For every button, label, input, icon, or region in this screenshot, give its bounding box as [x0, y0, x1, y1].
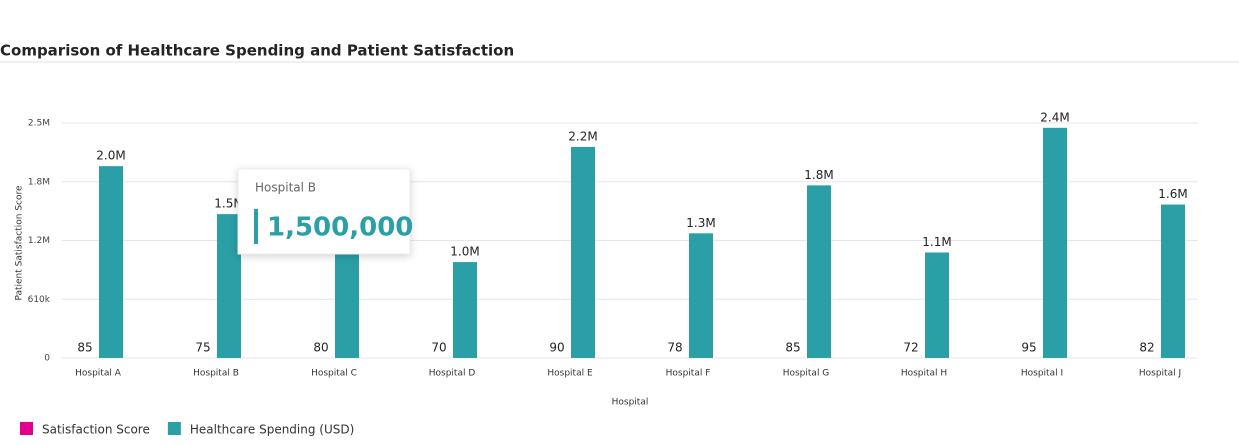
bar	[1043, 127, 1067, 358]
bar	[453, 262, 477, 358]
bar	[1161, 204, 1185, 358]
x-tick-label: Hospital A	[75, 369, 122, 379]
x-tick-label: Hospital C	[311, 369, 357, 379]
legend-swatch	[167, 422, 181, 435]
data-label: 1.8M	[804, 168, 833, 182]
legend-label: Healthcare Spending (USD)	[190, 423, 354, 437]
tooltip: Hospital B 1,500,000	[237, 168, 413, 255]
x-tick-label: Hospital G	[783, 369, 830, 379]
y-tick-label: 1.2M	[28, 236, 50, 246]
plot-area: 0 610k 1.2M 1.8M 2.5M Hospital A 85 2.0M Hospita…	[28, 110, 1198, 379]
legend-label: Satisfaction Score	[42, 423, 150, 437]
data-label: 80	[313, 341, 328, 355]
data-label: 1.6M	[1158, 187, 1187, 201]
data-label: 1.1M	[922, 235, 951, 249]
data-label: 72	[903, 341, 918, 355]
tooltip-title: Hospital B	[255, 181, 316, 195]
x-tick-label: Hospital B	[193, 369, 239, 379]
tooltip-value: 1,500,000	[267, 213, 413, 243]
x-tick-label: Hospital F	[666, 369, 711, 379]
legend: Satisfaction Score Healthcare Spending (U…	[20, 422, 354, 437]
bar	[925, 252, 949, 358]
bar	[571, 146, 595, 358]
data-label: 95	[1021, 341, 1036, 355]
x-tick-label: Hospital D	[429, 369, 476, 379]
bar	[807, 185, 831, 358]
data-label: 1.0M	[450, 245, 479, 259]
data-label: 70	[431, 341, 446, 355]
data-label: 82	[1139, 341, 1154, 355]
bar	[689, 233, 713, 358]
bar	[99, 166, 123, 358]
tooltip-accent	[254, 209, 258, 244]
data-label: 2.2M	[568, 129, 597, 143]
x-tick-label: Hospital I	[1021, 369, 1063, 379]
x-tick-label: Hospital H	[901, 369, 947, 379]
bar	[335, 242, 359, 358]
tooltip-box	[237, 168, 411, 255]
data-label: 1.5M	[214, 197, 243, 211]
data-label: 85	[785, 341, 800, 355]
data-label: 75	[195, 341, 210, 355]
data-label: 90	[549, 341, 564, 355]
data-label: 2.0M	[96, 149, 125, 163]
data-label: 2.4M	[1040, 110, 1069, 124]
y-axis-title: Patient Satisfaction Score	[15, 185, 25, 301]
x-tick-label: Hospital J	[1139, 369, 1181, 379]
y-tick-label: 2.5M	[28, 119, 50, 129]
y-tick-label: 610k	[28, 295, 51, 305]
x-tick-label: Hospital E	[547, 369, 593, 379]
y-tick-label: 0	[44, 354, 50, 364]
legend-swatch	[20, 422, 33, 435]
data-label: 1.3M	[686, 216, 715, 230]
y-tick-label: 1.8M	[28, 177, 50, 187]
data-label: 78	[667, 341, 682, 355]
bar	[217, 214, 241, 358]
chart-title: Comparison of Healthcare Spending and Pa…	[0, 42, 514, 60]
data-label: 85	[77, 341, 92, 355]
x-axis-title: Hospital	[612, 398, 649, 408]
